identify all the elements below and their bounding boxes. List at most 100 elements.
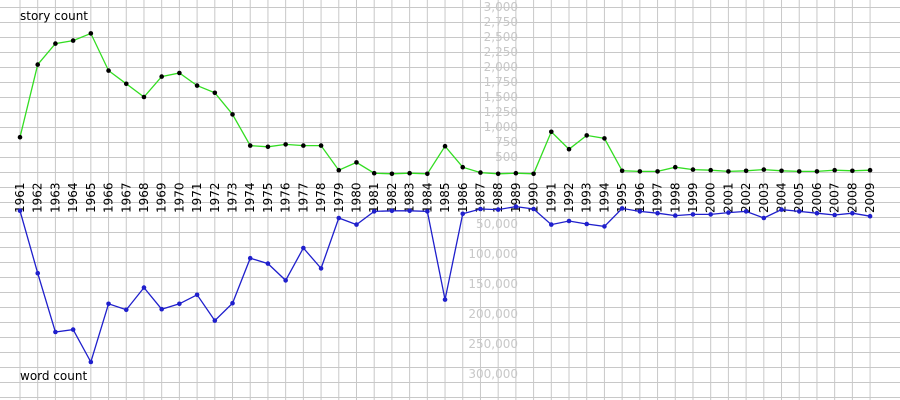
story-count-point <box>513 170 519 176</box>
word-count-point <box>549 222 554 227</box>
word-count-point <box>495 207 501 212</box>
word-count-point <box>726 210 731 215</box>
word-count-point <box>655 210 660 216</box>
story-count-point <box>283 142 288 147</box>
x-tick-label: 1967 <box>119 182 133 213</box>
story-count-point <box>123 81 129 87</box>
x-tick-label: 1965 <box>84 182 98 213</box>
story-count-point <box>549 129 554 135</box>
word-count-point <box>460 211 466 217</box>
x-tick-label: 1975 <box>261 182 275 213</box>
word-count-point <box>779 207 784 212</box>
word-count-point <box>247 255 253 261</box>
story-count-point <box>602 136 607 141</box>
x-tick-label: 1968 <box>137 182 151 213</box>
x-tick-label: 1981 <box>367 182 381 213</box>
x-tick-label: 1964 <box>66 182 80 213</box>
story-count-point <box>371 170 377 176</box>
y-tick-label: 750 <box>495 135 518 149</box>
word-count-point <box>336 215 342 221</box>
x-tick-label: 1988 <box>491 182 505 213</box>
word-count-point <box>867 213 873 219</box>
story-count-point <box>814 169 820 174</box>
y-tick-label: 3,000 <box>484 0 518 14</box>
x-tick-label: 1972 <box>208 182 222 213</box>
x-tick-label: 1983 <box>403 182 417 213</box>
story-count-point <box>17 134 23 140</box>
story-count-point <box>478 170 483 175</box>
story-count-point <box>389 171 395 177</box>
x-tick-label: 1998 <box>668 182 682 213</box>
x-tick-label: 1999 <box>686 182 700 213</box>
x-tick-label: 1997 <box>651 182 665 213</box>
story-count-point <box>425 171 430 177</box>
word-count-point <box>141 285 147 290</box>
x-tick-label: 1980 <box>349 182 363 213</box>
word-count-point <box>123 307 129 313</box>
story-count-point <box>460 164 466 170</box>
word-count-point <box>796 209 802 214</box>
word-count-point <box>425 209 430 214</box>
word-count-point <box>814 210 820 216</box>
story-count-point <box>442 143 448 149</box>
story-count-point <box>70 38 76 43</box>
story-count-label: story count <box>20 9 88 23</box>
word-count-point <box>265 261 271 266</box>
y-tick-label: 2,750 <box>484 15 518 29</box>
word-count-point <box>761 215 767 221</box>
x-tick-label: 1993 <box>580 182 594 213</box>
word-count-point <box>513 204 519 209</box>
x-tick-label: 2008 <box>845 182 859 213</box>
word-count-point <box>407 208 412 214</box>
x-tick-label: 1969 <box>155 182 169 213</box>
x-tick-label: 2007 <box>828 182 842 213</box>
story-count-point <box>53 41 58 46</box>
word-count-point <box>850 210 855 216</box>
story-count-point <box>247 143 253 148</box>
story-count-point <box>796 169 802 174</box>
word-count-point <box>442 297 448 302</box>
x-tick-label: 1994 <box>597 182 611 213</box>
word-count-point <box>743 209 749 214</box>
story-count-point <box>354 160 359 165</box>
x-axis-labels: 1961 1962 1963 1964 1965 1966 1967 1968 1969 1970… <box>13 182 877 213</box>
x-tick-label: 1982 <box>385 182 399 213</box>
x-tick-label: 1978 <box>314 182 328 213</box>
word-count-point <box>194 292 200 298</box>
word-count-point <box>637 209 643 214</box>
word-count-point <box>566 218 572 224</box>
story-count-point <box>531 171 536 177</box>
story-count-point <box>88 31 94 36</box>
word-count-point <box>53 329 58 335</box>
story-count-point <box>726 169 731 174</box>
story-count-point <box>159 74 164 79</box>
x-tick-label: 2000 <box>704 182 718 213</box>
word-count-point <box>35 270 41 276</box>
story-count-point <box>495 171 501 177</box>
word-count-point <box>832 212 837 218</box>
x-tick-label: 1977 <box>296 182 310 213</box>
y-tick-label: 500 <box>495 150 518 164</box>
story-count-point <box>35 62 41 67</box>
x-tick-label: 1976 <box>279 182 293 213</box>
x-tick-label: 1971 <box>190 182 204 213</box>
y-tick-label: 300,000 <box>468 367 518 381</box>
x-tick-label: 2006 <box>810 182 824 213</box>
y-axis-ticks: 3,2503,0002,7502,5002,2502,0001,7501,500… <box>468 0 518 381</box>
word-count-point <box>619 206 625 211</box>
word-count-point <box>177 301 182 307</box>
y-tick-label: 100,000 <box>468 247 518 261</box>
x-tick-label: 1989 <box>509 182 523 213</box>
word-count-point <box>478 206 483 212</box>
x-tick-label: 1966 <box>102 182 116 213</box>
word-count-point <box>354 222 359 227</box>
word-count-series <box>17 204 873 365</box>
y-tick-label: 2,250 <box>484 45 518 59</box>
story-count-point <box>637 169 643 174</box>
story-count-point <box>318 143 324 148</box>
x-tick-label: 1979 <box>332 182 346 213</box>
x-tick-label: 1991 <box>544 182 558 213</box>
story-count-point <box>265 144 271 150</box>
story-count-series <box>17 31 873 177</box>
y-tick-label: 1,250 <box>484 105 518 119</box>
